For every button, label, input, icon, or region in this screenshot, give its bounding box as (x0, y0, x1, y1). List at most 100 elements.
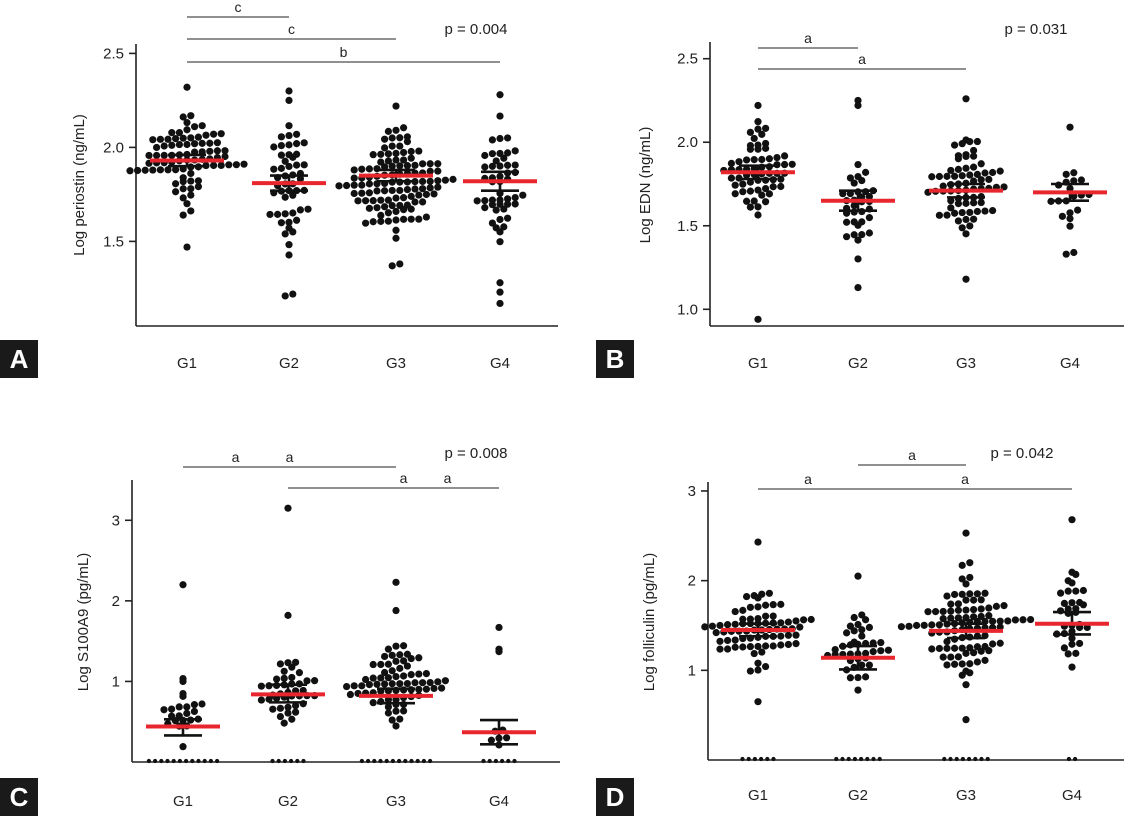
x-tick-label: G2 (848, 787, 868, 804)
data-point (973, 207, 982, 216)
y-tick-label: 1.0 (677, 301, 698, 318)
data-point (935, 621, 944, 629)
data-point-floor (190, 758, 195, 764)
data-point (369, 197, 377, 205)
data-point (854, 283, 862, 292)
data-point (168, 129, 176, 137)
data-point (292, 658, 300, 666)
y-tick-label: 2.5 (677, 51, 698, 68)
data-point (156, 166, 164, 174)
data-point (1068, 579, 1076, 587)
data-point (958, 140, 966, 148)
data-point (854, 686, 862, 694)
data-point (981, 207, 989, 215)
data-point (434, 183, 442, 191)
data-point (350, 682, 358, 690)
data-point (284, 611, 292, 619)
data-point (731, 620, 739, 628)
data-point (488, 201, 496, 209)
data-point (156, 135, 164, 143)
data-point (951, 172, 959, 180)
data-point (381, 163, 389, 171)
data-point (172, 180, 180, 188)
y-tick-label: 2.0 (677, 134, 698, 151)
data-point-floor (942, 756, 947, 762)
data-point (343, 682, 351, 691)
data-point (962, 681, 970, 689)
data-point (300, 161, 308, 169)
data-point-floor (752, 756, 758, 762)
data-point (754, 101, 762, 110)
data-point (958, 660, 966, 668)
data-point (985, 612, 993, 620)
data-point (865, 214, 874, 222)
data-point (897, 623, 906, 631)
data-point (419, 679, 427, 687)
data-point (179, 134, 187, 142)
data-point (496, 162, 504, 170)
data-point (754, 603, 762, 611)
data-point (962, 95, 970, 103)
data-point (716, 645, 724, 653)
data-point (973, 170, 982, 179)
data-point (276, 712, 284, 721)
data-point (1066, 214, 1074, 223)
data-point-floor (196, 758, 201, 764)
data-point (392, 126, 400, 134)
data-point (992, 602, 1001, 610)
data-point (373, 204, 381, 212)
data-point (504, 134, 512, 142)
data-point (996, 167, 1004, 175)
data-point (269, 705, 277, 713)
data-point-floor (366, 758, 371, 764)
data-point (358, 189, 366, 197)
data-point (187, 191, 195, 199)
data-point (947, 204, 955, 212)
data-point (265, 695, 273, 703)
data-point (415, 685, 423, 693)
data-point (862, 673, 870, 681)
y-axis-label: Log folliculin (pg/mL) (641, 553, 658, 691)
data-point (758, 130, 766, 138)
data-point-floor (359, 758, 364, 764)
data-point (381, 187, 389, 195)
data-point (179, 743, 187, 751)
data-point (731, 607, 739, 616)
data-point (175, 140, 183, 149)
data-point (126, 167, 134, 175)
data-point (419, 198, 427, 206)
data-point (276, 704, 284, 712)
data-point (958, 590, 966, 598)
data-point (438, 684, 446, 692)
data-point (958, 172, 966, 180)
data-point (179, 677, 187, 686)
data-point (153, 143, 161, 152)
data-point (492, 157, 500, 165)
data-point (296, 175, 304, 183)
data-point (970, 152, 978, 160)
data-point (179, 177, 187, 186)
data-point (419, 160, 427, 168)
data-point (285, 162, 293, 171)
data-point (935, 211, 944, 219)
data-point (762, 612, 770, 620)
data-point-floor (746, 756, 751, 762)
y-tick-label: 3 (688, 483, 696, 500)
data-point (758, 648, 766, 656)
significance-letter: a (286, 449, 294, 465)
data-point (743, 197, 751, 205)
data-point (750, 197, 758, 205)
data-point (392, 156, 400, 164)
data-point (384, 127, 392, 135)
data-point (503, 734, 511, 742)
data-point (862, 616, 870, 624)
data-point (213, 139, 221, 147)
data-point (492, 206, 500, 214)
data-point (754, 145, 762, 153)
data-point (504, 200, 512, 208)
data-point (285, 251, 293, 259)
x-tick-label: G3 (386, 793, 406, 810)
data-point (217, 161, 225, 170)
data-point-floor (390, 758, 395, 764)
